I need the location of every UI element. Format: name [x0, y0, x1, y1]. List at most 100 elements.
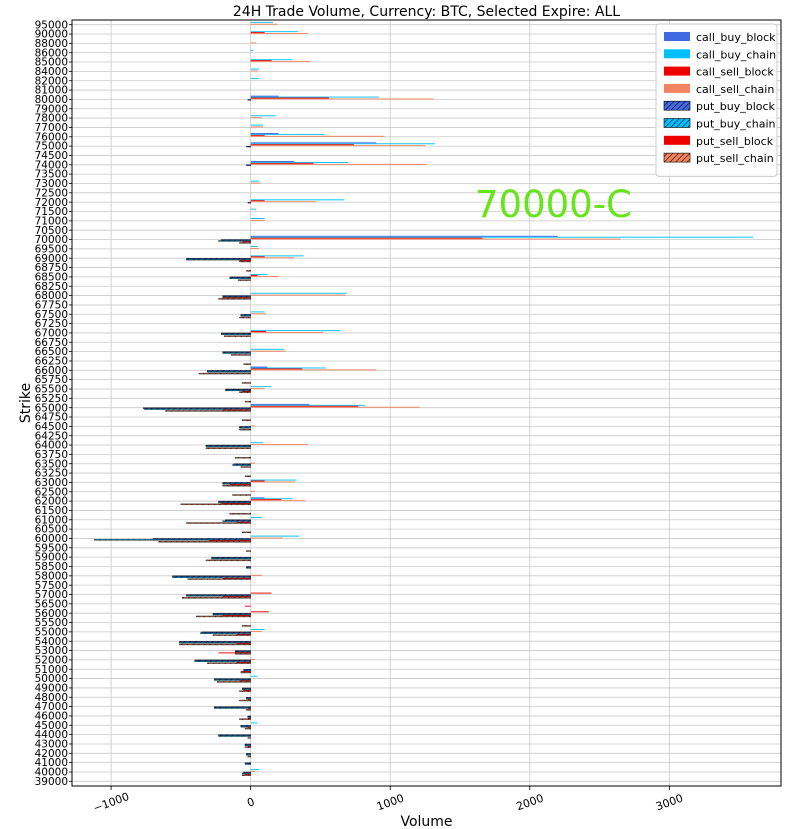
- y-tick-label: 90000: [35, 29, 68, 41]
- bar-call_buy_chain-73000: [250, 180, 260, 182]
- bar-call_sell_chain-62000: [250, 500, 306, 502]
- bar-put_buy_chain-57000: [186, 595, 251, 597]
- bar-put_buy_chain-55000: [200, 632, 251, 634]
- bar-call_sell_chain-64000: [250, 444, 308, 446]
- bar-call_buy_chain-71500: [250, 208, 257, 210]
- annotation-label: 70000-C: [475, 183, 632, 226]
- bar-put_buy_chain-66500: [222, 352, 251, 354]
- bar-call_sell_chain-69500: [250, 247, 260, 249]
- y-tick-label: 46000: [35, 711, 68, 723]
- bar-put_buy_block-80000: [247, 99, 251, 101]
- y-tick-label: 57500: [35, 580, 68, 592]
- y-tick-label: 61000: [35, 514, 68, 526]
- bar-put_sell_chain-69000: [239, 260, 251, 263]
- bar-call_buy_block-65000: [250, 403, 310, 405]
- bar-call_buy_chain-90000: [250, 31, 299, 33]
- y-tick-label: 67500: [35, 309, 68, 321]
- bar-put_buy_chain-51000: [243, 669, 251, 672]
- bar-put_sell_block-43000: [247, 745, 251, 747]
- bar-call_sell_chain-63500: [250, 462, 255, 464]
- bar-put_sell_block-50000: [239, 680, 251, 682]
- bar-put_sell_chain-53000: [235, 653, 251, 655]
- y-tick-label: 64250: [35, 430, 68, 442]
- bar-call_buy_chain-82000: [250, 77, 260, 79]
- bar-put_sell_chain-59500: [246, 550, 251, 552]
- bar-put_buy_chain-65500: [225, 389, 251, 392]
- bar-put_sell_chain-65250: [244, 400, 251, 403]
- y-tick-label: 66000: [35, 365, 68, 377]
- bar-put_sell_chain-51000: [240, 671, 251, 674]
- bar-put_sell_chain-68500: [237, 279, 251, 281]
- bar-call_sell_block-67000: [250, 331, 266, 333]
- bar-put_buy_chain-41000: [244, 763, 251, 765]
- bar-put_buy_chain-50000: [214, 679, 251, 681]
- bar-call_buy_chain-68500: [250, 274, 268, 276]
- bar-call_sell_chain-69000: [250, 257, 294, 259]
- bar-call_buy_block-75000: [250, 142, 377, 144]
- bar-put_sell_block-52000: [236, 661, 251, 663]
- bar-call_buy_chain-84000: [250, 68, 260, 70]
- bar-call_buy_chain-50000: [250, 675, 258, 677]
- bar-put_buy_chain-62000: [218, 501, 251, 504]
- bar-call_buy_block-70000: [250, 235, 558, 237]
- bar-call_buy_chain-62000: [250, 498, 293, 500]
- bar-put_sell_chain-59000: [205, 559, 251, 562]
- legend-label-call_buy_block: call_buy_block: [696, 31, 776, 44]
- bar-call_sell_chain-95000: [250, 23, 278, 25]
- bar-put_buy_chain-40000: [242, 772, 251, 775]
- y-tick-label: 65500: [35, 384, 68, 396]
- bar-put_sell_block-56000: [222, 615, 251, 616]
- y-tick-label: 76000: [35, 131, 68, 143]
- bar-put_buy_chain-69000: [186, 258, 251, 261]
- legend-swatch-call_buy_chain: [664, 49, 690, 59]
- bar-call_buy_chain-63000: [250, 479, 297, 481]
- bar-put_buy_chain-47000: [214, 707, 251, 709]
- bar-call_buy_chain-55000: [250, 629, 265, 630]
- bar-put_sell_block-48000: [247, 699, 251, 701]
- bar-call_sell_chain-77000: [250, 126, 264, 128]
- bar-put_buy_chain-63000: [222, 483, 251, 485]
- bar-put_buy_chain-45000: [240, 726, 251, 728]
- bar-call_sell_chain-65500: [250, 388, 265, 389]
- y-tick-label: 62000: [35, 496, 68, 508]
- legend-label-call_sell_block: call_sell_block: [696, 66, 774, 79]
- bar-call_buy_chain-65000: [250, 404, 366, 406]
- y-tick-label: 68250: [35, 281, 68, 293]
- bar-put_sell_block-49000: [243, 689, 251, 691]
- bar-call_sell_chain-58000: [250, 574, 262, 576]
- bar-put_sell_chain-54000: [179, 643, 251, 646]
- bar-put_buy_chain-42000: [246, 754, 251, 756]
- bar-call_sell_chain-78000: [250, 117, 262, 119]
- y-tick-label: 63000: [35, 477, 68, 489]
- y-tick-label: 78000: [35, 113, 68, 125]
- bar-put_buy_chain-68500: [229, 277, 251, 279]
- bar-put_buy_chain-54000: [179, 641, 251, 644]
- bar-put_sell_chain-44000: [247, 737, 251, 739]
- bar-call_sell_chain-76000: [250, 135, 385, 137]
- bar-put_sell_chain-63250: [244, 475, 251, 477]
- bar-put_sell_chain-48000: [239, 699, 251, 702]
- bar-put_sell_chain-49000: [239, 690, 251, 692]
- bar-call_buy_chain-72000: [250, 199, 345, 201]
- bar-put_sell_block-62000: [221, 502, 251, 504]
- y-tick-label: 66250: [35, 356, 68, 368]
- legend-swatch-put_sell_chain: [663, 152, 691, 163]
- bar-put_buy_chain-64000: [205, 445, 251, 448]
- bar-call_sell_block-63000: [250, 480, 265, 482]
- bar-call_sell_chain-52000: [250, 658, 255, 660]
- y-tick-label: 74500: [35, 150, 68, 162]
- bar-call_sell_block-62000: [250, 499, 282, 501]
- y-tick-label: 65000: [35, 402, 68, 414]
- x-axis-title: Volume: [400, 814, 452, 829]
- bar-call_buy_chain-66000: [250, 367, 327, 369]
- y-tick-label: 55000: [35, 626, 68, 638]
- y-tick-label: 69500: [35, 243, 68, 255]
- bar-put_sell_chain-58000: [187, 578, 251, 580]
- bar-put_buy_chain-63500: [232, 464, 251, 466]
- y-tick-label: 86000: [35, 47, 68, 59]
- bar-call_sell_block-76000: [250, 134, 265, 136]
- legend-label-call_sell_chain: call_sell_chain: [696, 83, 774, 96]
- bar-put_sell_chain-64750: [242, 419, 251, 421]
- y-tick-label: 69000: [35, 253, 68, 265]
